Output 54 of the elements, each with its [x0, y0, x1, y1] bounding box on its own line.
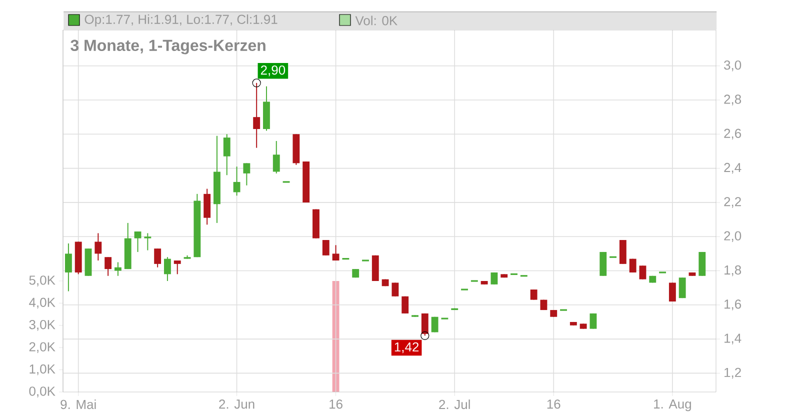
- candlestick: [590, 312, 597, 330]
- candlestick: [204, 188, 211, 226]
- candlestick: [668, 282, 676, 302]
- annotation: 1,42: [394, 342, 419, 354]
- candlestick: [134, 230, 142, 252]
- x-tick-label: 2. Jul: [439, 400, 470, 410]
- candlestick: [154, 248, 162, 268]
- candlestick: [64, 242, 72, 292]
- y-tick-label: 2,8: [724, 94, 742, 106]
- candlestick: [678, 277, 686, 299]
- x-tick-label: 16: [547, 400, 560, 409]
- y-tick-label: 1,6: [724, 300, 742, 310]
- y-tick-label: 2,2: [724, 197, 741, 208]
- y2-tick-label: 3,0K: [29, 320, 56, 331]
- candlestick: [392, 282, 399, 297]
- x-tick-label: 16: [330, 400, 342, 409]
- y-tick-label: 2,4: [724, 162, 742, 174]
- candlestick: [639, 265, 646, 280]
- x-tick-label: 9. Mai: [60, 400, 96, 410]
- candlestick: [223, 134, 230, 176]
- candlestick: [402, 296, 409, 314]
- candlestick: [114, 262, 122, 276]
- y-tick-label: 1,2: [724, 368, 741, 379]
- x-tick-label: 2. Jun: [219, 400, 254, 409]
- candlestick: [233, 166, 240, 196]
- y-tick-label: 2,6: [724, 128, 742, 140]
- y2-tick-label: 4,0K: [29, 298, 56, 309]
- y2-tick-label: 5,0K: [29, 276, 56, 286]
- text: Op:1.77, Hi:1.91, Lo:1.77, Cl:1.91: [84, 14, 278, 27]
- candlestick: [174, 260, 181, 275]
- candlestick: [619, 240, 626, 264]
- y2-tick-label: 2,0K: [29, 342, 56, 353]
- candlestick: [144, 232, 152, 251]
- y-tick-label: 2,0: [724, 231, 742, 242]
- candlestick: [272, 140, 280, 174]
- x-tick-label: 1. Aug: [654, 400, 691, 412]
- candlestick: [629, 258, 636, 273]
- candlestick: [322, 240, 330, 256]
- candlestick: [104, 256, 112, 276]
- candlestick: [332, 244, 340, 262]
- candlestick: [164, 256, 171, 282]
- text: Vol: 0K: [355, 16, 398, 26]
- candlestick: [94, 232, 102, 262]
- candlestick: [698, 251, 706, 276]
- annotation: 2,90: [260, 65, 286, 76]
- candlestick: [243, 162, 250, 186]
- y-tick-label: 1,4: [724, 334, 742, 344]
- candlestick: [600, 251, 607, 276]
- text: 3 Monate, 1-Tages-Kerzen: [70, 40, 266, 54]
- candlestick: [530, 289, 538, 300]
- y-tick-label: 3,0: [724, 60, 742, 72]
- y-tick-label: 1,8: [724, 265, 742, 276]
- y2-tick-label: 0,0K: [29, 386, 56, 398]
- y2-tick-label: 1,0K: [30, 364, 56, 376]
